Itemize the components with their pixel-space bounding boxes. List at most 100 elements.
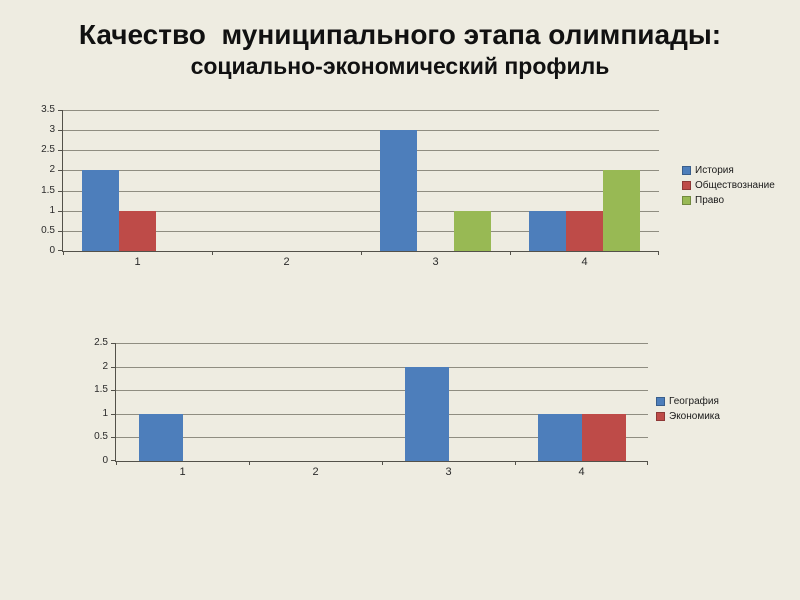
- slide-title-line2: социально-экономический профиль: [190, 53, 610, 79]
- legend-swatch-icon: [656, 396, 665, 406]
- gridline-y-2: [63, 170, 659, 171]
- legend-swatch-icon: [682, 180, 691, 190]
- y-axis-label: 1.5: [41, 185, 55, 196]
- bar-География-3: [404, 367, 449, 461]
- y-axis-tick: [58, 150, 63, 151]
- slide-title-line1: Качество муниципального этапа олимпиады:: [78, 19, 722, 50]
- x-axis-label-2: 2: [312, 466, 319, 478]
- legend-item-География: География: [656, 395, 720, 407]
- y-axis-tick: [111, 414, 116, 415]
- y-axis-label: 2.5: [41, 144, 55, 155]
- y-axis-label: 0: [49, 245, 55, 256]
- y-axis-tick: [111, 343, 116, 344]
- x-axis-label-3: 3: [432, 256, 439, 268]
- x-axis-label-1: 1: [179, 466, 186, 478]
- y-axis-tick: [111, 437, 116, 438]
- y-axis-tick: [58, 211, 63, 212]
- y-axis-label: 2: [102, 361, 108, 372]
- x-axis-tick: [658, 251, 659, 255]
- chart-top-social-profile: 0 0.5 1 1.5 2 2.5 3 3.5 1 2 3 4 История Обществознани…: [41, 104, 775, 268]
- x-axis-label-3: 3: [445, 466, 452, 478]
- x-axis-tick: [510, 251, 511, 255]
- bar-Обществознание-4: [566, 211, 603, 251]
- plot-area: 0 0.5 1 1.5 2 2.5 3 3.5 1 2 3 4: [41, 104, 659, 268]
- y-axis-label: 1: [102, 408, 108, 419]
- bar-group-4: [510, 110, 659, 251]
- y-axis-label: 1: [49, 205, 55, 216]
- legend-swatch-icon: [656, 411, 665, 421]
- y-axis-label: 0.5: [41, 225, 55, 236]
- legend-label: Обществознание: [695, 179, 775, 191]
- gridline-y-3.5: [63, 110, 659, 111]
- legend-label: Право: [695, 194, 725, 206]
- bar-group-3: [382, 343, 515, 461]
- y-axis-tick: [58, 250, 63, 251]
- gridline-y-1.5: [63, 191, 659, 192]
- y-axis-label: 0.5: [94, 431, 108, 442]
- legend-swatch-icon: [682, 165, 691, 175]
- legend-item-Обществознание: Обществознание: [682, 179, 775, 191]
- x-axis-tick: [647, 461, 648, 465]
- y-axis-tick: [58, 191, 63, 192]
- x-axis-label-1: 1: [134, 256, 141, 268]
- bar-Обществознание-1: [119, 211, 156, 251]
- chart-bottom-geo-econ: 0 0.5 1 1.5 2 2.5 1 2 3 4 География Экономика: [94, 337, 720, 478]
- x-axis-label-4: 4: [578, 466, 585, 478]
- x-axis-tick: [116, 461, 117, 465]
- bar-История-3: [380, 130, 417, 251]
- y-axis-label: 0: [102, 455, 108, 466]
- plot-area: 0 0.5 1 1.5 2 2.5 1 2 3 4: [94, 337, 648, 478]
- y-axis-label: 2.5: [94, 337, 108, 348]
- legend-label: Экономика: [669, 410, 720, 422]
- slide-title: Качество муниципального этапа олимпиады:…: [0, 18, 800, 80]
- bar-group-1: [116, 343, 249, 461]
- legend-label: История: [695, 164, 734, 176]
- y-axis-tick: [58, 130, 63, 131]
- gridline-y-0.5: [63, 231, 659, 232]
- x-axis-tick: [212, 251, 213, 255]
- bar-group-3: [361, 110, 510, 251]
- x-axis-label-4: 4: [581, 256, 588, 268]
- y-axis-tick: [111, 367, 116, 368]
- bar-Экономика-4: [581, 414, 626, 461]
- y-axis-tick: [111, 390, 116, 391]
- legend: История Обществознание Право: [682, 164, 775, 206]
- x-axis-label-2: 2: [283, 256, 290, 268]
- legend: География Экономика: [656, 395, 720, 422]
- y-axis-label: 2: [49, 164, 55, 175]
- legend-item-Экономика: Экономика: [656, 410, 720, 422]
- gridline-y-1.5: [116, 390, 648, 391]
- x-axis-tick: [249, 461, 250, 465]
- x-axis-tick: [63, 251, 64, 255]
- y-axis-label: 3: [49, 124, 55, 135]
- bar-group-4: [515, 343, 648, 461]
- bar-group-2: [212, 110, 361, 251]
- y-axis-tick: [58, 170, 63, 171]
- gridline-y-2: [116, 367, 648, 368]
- x-axis-tick: [515, 461, 516, 465]
- gridline-y-2.5: [63, 150, 659, 151]
- gridline-y-2.5: [116, 343, 648, 344]
- bar-group-1: [63, 110, 212, 251]
- y-axis-tick: [58, 231, 63, 232]
- legend-item-История: История: [682, 164, 775, 176]
- y-axis-label: 3.5: [41, 104, 55, 115]
- legend-label: География: [669, 395, 719, 407]
- x-axis-tick: [382, 461, 383, 465]
- bar-География-4: [537, 414, 582, 461]
- bar-История-4: [529, 211, 566, 251]
- gridline-y-1: [116, 414, 648, 415]
- y-axis-tick: [111, 460, 116, 461]
- bar-География-1: [138, 414, 183, 461]
- gridline-y-1: [63, 211, 659, 212]
- bar-group-2: [249, 343, 382, 461]
- legend-item-Право: Право: [682, 194, 775, 206]
- y-axis-label: 1.5: [94, 384, 108, 395]
- bar-История-1: [82, 170, 119, 251]
- x-axis-tick: [361, 251, 362, 255]
- y-axis-tick: [58, 110, 63, 111]
- bar-Право-3: [454, 211, 491, 251]
- gridline-y-0.5: [116, 437, 648, 438]
- gridline-y-3: [63, 130, 659, 131]
